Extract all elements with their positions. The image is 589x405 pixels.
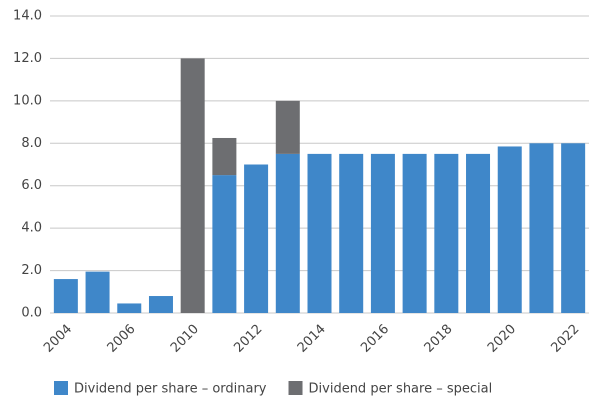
bar-segment (212, 137, 237, 176)
bar-segment (212, 175, 237, 313)
bar-segment (53, 279, 78, 313)
legend-swatch (288, 381, 303, 395)
bar-segment (117, 303, 142, 313)
y-tick-label: 2.0 (21, 263, 42, 278)
x-tick-label: 2006 (105, 322, 139, 356)
legend-label: Dividend per share – ordinary (74, 382, 267, 397)
bar-segment (275, 153, 300, 313)
bar-segment (148, 296, 173, 313)
bar-segment (339, 153, 364, 313)
x-tick-label: 2020 (485, 322, 519, 356)
x-tick-label: 2018 (422, 322, 456, 356)
x-tick-label: 2010 (168, 322, 202, 356)
bar-segment (275, 100, 300, 154)
y-tick-label: 0.0 (21, 306, 42, 321)
y-tick-label: 14.0 (13, 9, 42, 24)
y-tick-label: 12.0 (13, 51, 42, 66)
y-tick-label: 8.0 (21, 136, 42, 151)
y-tick-label: 6.0 (21, 178, 42, 193)
bar-segment (497, 146, 522, 313)
bar-segment (434, 153, 459, 313)
legend-label: Dividend per share – special (309, 382, 493, 397)
bar-segment (244, 164, 269, 313)
legend-swatch (54, 381, 68, 395)
x-tick-label: 2022 (548, 322, 582, 356)
bar-segment (561, 143, 586, 313)
x-tick-label: 2014 (295, 322, 329, 356)
bar-segment (529, 143, 554, 313)
bar-segment (307, 153, 332, 313)
bar-segment (180, 58, 205, 313)
bar-segment (466, 153, 491, 313)
bar-segment (370, 153, 395, 313)
x-tick-label: 2016 (358, 322, 392, 356)
y-tick-label: 10.0 (13, 93, 42, 108)
bar-segment (402, 153, 427, 313)
y-tick-label: 4.0 (21, 221, 42, 236)
bar-segment (85, 271, 110, 313)
x-tick-label: 2012 (231, 322, 265, 356)
x-tick-label: 2004 (41, 322, 75, 356)
